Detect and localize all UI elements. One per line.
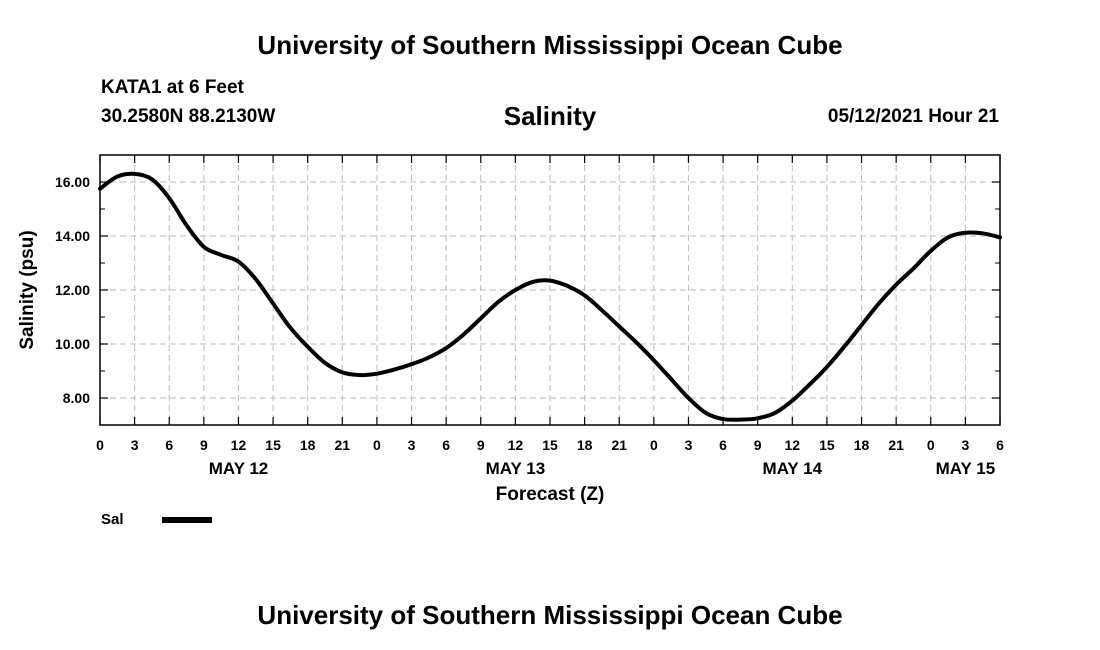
tick-labels: 0 3 6 9 12 15 18 21 0 3 6 9 12 15 18 21 0 3 6 9 12 15 18 21 0 3 6 8…: [55, 174, 1004, 478]
day-label: MAY 15: [936, 459, 996, 478]
x-tick-label: 3: [961, 437, 969, 453]
x-tick-label: 6: [719, 437, 727, 453]
x-tick-label: 9: [200, 437, 208, 453]
day-label: MAY 14: [763, 459, 823, 478]
x-tick-label: 21: [888, 437, 904, 453]
station-coordinates: 30.2580N 88.2130W: [101, 106, 276, 127]
day-label: MAY 13: [486, 459, 546, 478]
grid-lines: [100, 155, 1000, 425]
x-tick-label: 18: [577, 437, 593, 453]
x-tick-label: 3: [685, 437, 693, 453]
x-tick-label: 15: [819, 437, 835, 453]
x-tick-label: 21: [611, 437, 627, 453]
chart-title-top: University of Southern Mississippi Ocean…: [257, 30, 843, 60]
x-tick-label: 3: [131, 437, 139, 453]
y-tick-label: 8.00: [63, 390, 90, 406]
x-tick-label: 0: [927, 437, 935, 453]
x-tick-label: 0: [373, 437, 381, 453]
day-label: MAY 12: [209, 459, 269, 478]
x-tick-label: 12: [508, 437, 524, 453]
x-tick-label: 21: [335, 437, 351, 453]
salinity-series-line: [98, 171, 1002, 422]
y-tick-label: 12.00: [55, 282, 90, 298]
x-tick-label: 0: [96, 437, 104, 453]
forecast-datetime: 05/12/2021 Hour 21: [827, 106, 999, 127]
x-tick-label: 9: [754, 437, 762, 453]
x-tick-label: 12: [231, 437, 247, 453]
legend-label: Sal: [101, 511, 124, 528]
y-tick-label: 16.00: [55, 174, 90, 190]
plot-frame: [99, 154, 1001, 426]
chart-title-bottom: University of Southern Mississippi Ocean…: [257, 600, 843, 630]
x-tick-label: 18: [300, 437, 316, 453]
x-tick-label: 6: [165, 437, 173, 453]
y-tick-label: 14.00: [55, 228, 90, 244]
y-tick-label: 10.00: [55, 336, 90, 352]
x-tick-label: 6: [442, 437, 450, 453]
x-axis-label: Forecast (Z): [496, 484, 605, 505]
station-label: KATA1 at 6 Feet: [101, 77, 244, 98]
variable-title: Salinity: [503, 101, 597, 131]
y-axis-label: Salinity (psu): [17, 230, 38, 349]
x-tick-label: 18: [854, 437, 870, 453]
x-tick-label: 15: [265, 437, 281, 453]
x-tick-label: 0: [650, 437, 658, 453]
x-tick-label: 15: [542, 437, 558, 453]
x-tick-label: 6: [996, 437, 1004, 453]
x-tick-label: 12: [785, 437, 801, 453]
x-tick-label: 9: [477, 437, 485, 453]
x-tick-label: 3: [408, 437, 416, 453]
